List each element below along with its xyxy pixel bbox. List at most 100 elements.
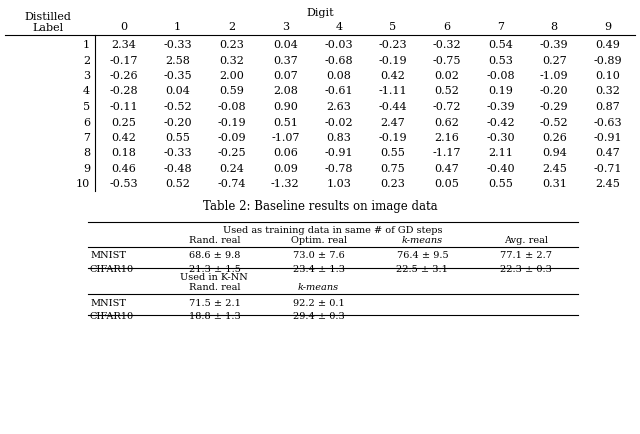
Text: 0.31: 0.31 bbox=[542, 179, 567, 189]
Text: 1: 1 bbox=[174, 22, 181, 32]
Text: 5: 5 bbox=[83, 102, 90, 112]
Text: 4: 4 bbox=[335, 22, 342, 32]
Text: -0.52: -0.52 bbox=[540, 117, 568, 127]
Text: -0.42: -0.42 bbox=[486, 117, 515, 127]
Text: -1.09: -1.09 bbox=[540, 71, 568, 81]
Text: -0.20: -0.20 bbox=[163, 117, 192, 127]
Text: -0.78: -0.78 bbox=[325, 164, 353, 174]
Text: -1.32: -1.32 bbox=[271, 179, 300, 189]
Text: -0.29: -0.29 bbox=[540, 102, 568, 112]
Text: 0.10: 0.10 bbox=[596, 71, 621, 81]
Text: Rand. real: Rand. real bbox=[189, 283, 241, 292]
Text: 2.45: 2.45 bbox=[542, 164, 567, 174]
Text: 0.37: 0.37 bbox=[273, 56, 298, 66]
Text: -0.40: -0.40 bbox=[486, 164, 515, 174]
Text: -0.33: -0.33 bbox=[163, 40, 192, 50]
Text: 0.53: 0.53 bbox=[488, 56, 513, 66]
Text: -0.52: -0.52 bbox=[163, 102, 192, 112]
Text: -0.30: -0.30 bbox=[486, 133, 515, 143]
Text: 92.2 ± 0.1: 92.2 ± 0.1 bbox=[292, 298, 344, 307]
Text: 6: 6 bbox=[443, 22, 451, 32]
Text: Rand. real: Rand. real bbox=[189, 236, 241, 245]
Text: 0.24: 0.24 bbox=[219, 164, 244, 174]
Text: -0.75: -0.75 bbox=[433, 56, 461, 66]
Text: Used as training data in same # of GD steps: Used as training data in same # of GD st… bbox=[223, 226, 443, 235]
Text: -0.39: -0.39 bbox=[540, 40, 568, 50]
Text: 2.45: 2.45 bbox=[596, 179, 621, 189]
Text: 0.32: 0.32 bbox=[219, 56, 244, 66]
Text: 0.47: 0.47 bbox=[596, 148, 620, 158]
Text: -0.03: -0.03 bbox=[324, 40, 353, 50]
Text: -0.63: -0.63 bbox=[594, 117, 623, 127]
Text: 77.1 ± 2.7: 77.1 ± 2.7 bbox=[500, 251, 552, 260]
Text: -0.25: -0.25 bbox=[217, 148, 246, 158]
Text: 0.62: 0.62 bbox=[435, 117, 459, 127]
Text: -1.11: -1.11 bbox=[379, 86, 407, 96]
Text: MNIST: MNIST bbox=[90, 298, 126, 307]
Text: -0.08: -0.08 bbox=[217, 102, 246, 112]
Text: 0.19: 0.19 bbox=[488, 86, 513, 96]
Text: 73.0 ± 7.6: 73.0 ± 7.6 bbox=[292, 251, 344, 260]
Text: -0.74: -0.74 bbox=[217, 179, 246, 189]
Text: 2.16: 2.16 bbox=[435, 133, 459, 143]
Text: 0: 0 bbox=[120, 22, 127, 32]
Text: CIFAR10: CIFAR10 bbox=[90, 265, 134, 274]
Text: 0.49: 0.49 bbox=[596, 40, 621, 50]
Text: -0.19: -0.19 bbox=[379, 133, 407, 143]
Text: 2.34: 2.34 bbox=[111, 40, 136, 50]
Text: -0.19: -0.19 bbox=[379, 56, 407, 66]
Text: 0.04: 0.04 bbox=[165, 86, 190, 96]
Text: Label: Label bbox=[33, 23, 63, 33]
Text: 21.3 ± 1.5: 21.3 ± 1.5 bbox=[189, 265, 241, 274]
Text: 9: 9 bbox=[83, 164, 90, 174]
Text: Digit: Digit bbox=[306, 8, 334, 18]
Text: -0.89: -0.89 bbox=[594, 56, 623, 66]
Text: 0.32: 0.32 bbox=[596, 86, 621, 96]
Text: 0.25: 0.25 bbox=[111, 117, 136, 127]
Text: 0.06: 0.06 bbox=[273, 148, 298, 158]
Text: 0.55: 0.55 bbox=[488, 179, 513, 189]
Text: 8: 8 bbox=[83, 148, 90, 158]
Text: 71.5 ± 2.1: 71.5 ± 2.1 bbox=[189, 298, 241, 307]
Text: 0.02: 0.02 bbox=[435, 71, 459, 81]
Text: 0.18: 0.18 bbox=[111, 148, 136, 158]
Text: 2: 2 bbox=[83, 56, 90, 66]
Text: -0.91: -0.91 bbox=[594, 133, 623, 143]
Text: 0.26: 0.26 bbox=[542, 133, 567, 143]
Text: 0.52: 0.52 bbox=[435, 86, 459, 96]
Text: 0.59: 0.59 bbox=[219, 86, 244, 96]
Text: 0.87: 0.87 bbox=[596, 102, 620, 112]
Text: Table 2: Baseline results on image data: Table 2: Baseline results on image data bbox=[203, 200, 437, 213]
Text: -0.35: -0.35 bbox=[163, 71, 192, 81]
Text: 2.11: 2.11 bbox=[488, 148, 513, 158]
Text: 0.23: 0.23 bbox=[219, 40, 244, 50]
Text: -0.53: -0.53 bbox=[109, 179, 138, 189]
Text: 76.4 ± 9.5: 76.4 ± 9.5 bbox=[397, 251, 448, 260]
Text: -0.72: -0.72 bbox=[433, 102, 461, 112]
Text: -0.48: -0.48 bbox=[163, 164, 192, 174]
Text: -0.02: -0.02 bbox=[324, 117, 353, 127]
Text: -0.17: -0.17 bbox=[109, 56, 138, 66]
Text: 0.05: 0.05 bbox=[435, 179, 459, 189]
Text: 22.3 ± 0.3: 22.3 ± 0.3 bbox=[500, 265, 552, 274]
Text: 22.5 ± 3.1: 22.5 ± 3.1 bbox=[396, 265, 448, 274]
Text: 3: 3 bbox=[83, 71, 90, 81]
Text: -1.07: -1.07 bbox=[271, 133, 300, 143]
Text: 68.6 ± 9.8: 68.6 ± 9.8 bbox=[189, 251, 241, 260]
Text: 4: 4 bbox=[83, 86, 90, 96]
Text: 0.94: 0.94 bbox=[542, 148, 567, 158]
Text: 0.83: 0.83 bbox=[326, 133, 351, 143]
Text: -0.71: -0.71 bbox=[594, 164, 622, 174]
Text: 2: 2 bbox=[228, 22, 235, 32]
Text: 0.47: 0.47 bbox=[435, 164, 459, 174]
Text: 2.08: 2.08 bbox=[273, 86, 298, 96]
Text: Used in K-NN: Used in K-NN bbox=[180, 273, 248, 282]
Text: -0.33: -0.33 bbox=[163, 148, 192, 158]
Text: 3: 3 bbox=[282, 22, 289, 32]
Text: 0.23: 0.23 bbox=[380, 179, 405, 189]
Text: -0.20: -0.20 bbox=[540, 86, 568, 96]
Text: MNIST: MNIST bbox=[90, 251, 126, 260]
Text: 0.04: 0.04 bbox=[273, 40, 298, 50]
Text: 0.75: 0.75 bbox=[381, 164, 405, 174]
Text: 0.55: 0.55 bbox=[165, 133, 190, 143]
